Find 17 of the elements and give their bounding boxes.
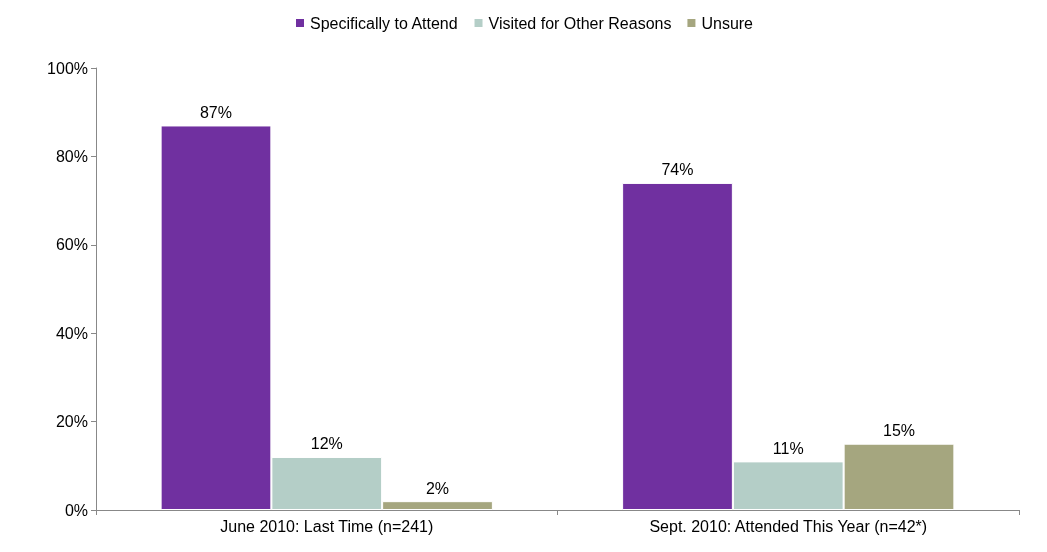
- x-tick-label: June 2010: Last Time (n=241): [220, 517, 434, 535]
- data-label: 2%: [425, 479, 450, 497]
- data-label: 11%: [772, 439, 804, 457]
- y-tick-label: 100%: [47, 59, 88, 77]
- legend-label: Specifically to Attend: [310, 14, 458, 32]
- x-tick-label: Sept. 2010: Attended This Year (n=42*): [649, 517, 928, 535]
- legend-label: Unsure: [701, 14, 754, 32]
- data-label: 12%: [310, 435, 343, 453]
- data-label: 87%: [199, 103, 233, 121]
- legend-label: Visited for Other Reasons: [488, 14, 672, 32]
- y-tick-label: 0%: [64, 501, 88, 519]
- y-tick-label: 20%: [55, 413, 88, 431]
- data-label: 74%: [661, 161, 694, 179]
- y-tick-label: 60%: [55, 236, 88, 254]
- y-tick-label: 40%: [55, 324, 88, 342]
- y-tick-label: 80%: [55, 147, 88, 165]
- data-label: 15%: [882, 422, 916, 440]
